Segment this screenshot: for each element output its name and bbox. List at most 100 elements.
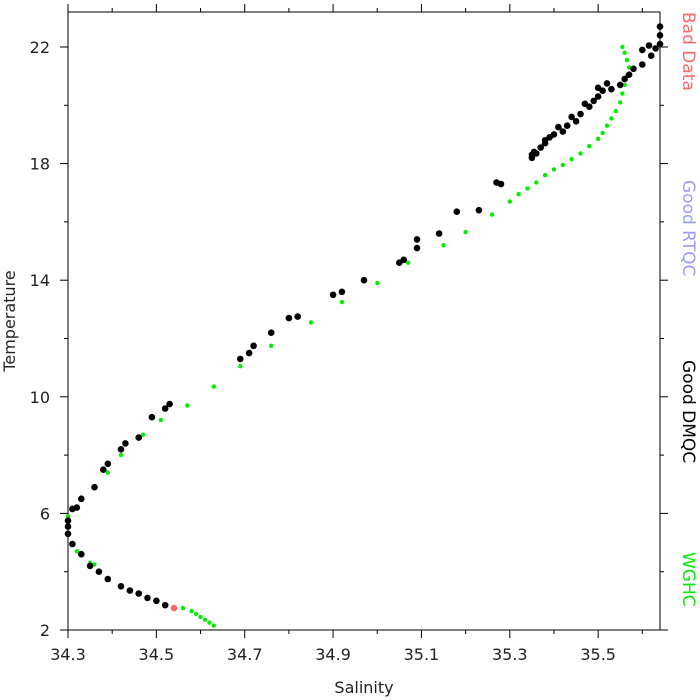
x-axis-title: Salinity xyxy=(334,678,393,697)
good-dmqc-point xyxy=(621,75,628,83)
good-dmqc-point xyxy=(577,110,584,118)
good-dmqc-point xyxy=(590,97,597,105)
wghc-point xyxy=(551,167,557,172)
wghc-point xyxy=(620,91,625,96)
data-points xyxy=(64,23,664,628)
good-dmqc-point xyxy=(78,550,85,558)
good-dmqc-point xyxy=(656,40,664,48)
good-dmqc-point xyxy=(652,45,659,52)
wghc-point xyxy=(441,243,446,248)
wghc-point xyxy=(600,130,605,136)
wghc-point xyxy=(624,57,630,63)
good-dmqc-point xyxy=(630,65,637,73)
good-dmqc-point xyxy=(537,144,544,151)
x-tick-label: 34.9 xyxy=(315,645,351,664)
wghc-point xyxy=(463,229,468,235)
good-dmqc-point xyxy=(153,597,160,605)
good-dmqc-point xyxy=(572,118,580,125)
legend-label-wghc: WGHC xyxy=(678,552,698,607)
wghc-point xyxy=(534,180,539,185)
wghc-point xyxy=(609,116,614,121)
wghc-point xyxy=(211,623,216,628)
wghc-point xyxy=(560,162,565,168)
x-tick-label: 34.7 xyxy=(227,645,263,664)
wghc-point xyxy=(489,212,495,217)
good-dmqc-point xyxy=(594,84,602,92)
wghc-point xyxy=(569,157,574,162)
y-tick-label: 22 xyxy=(30,38,50,57)
good-dmqc-point xyxy=(91,483,98,491)
good-dmqc-point xyxy=(568,113,575,121)
y-tick-label: 2 xyxy=(40,621,50,640)
good-dmqc-point xyxy=(625,71,633,78)
x-tick-label: 35.1 xyxy=(404,645,440,664)
wghc-point xyxy=(74,549,80,554)
wghc-point xyxy=(507,199,512,204)
good-dmqc-point xyxy=(104,575,112,583)
legend-label-good-dmqc: Good DMQC xyxy=(678,360,698,463)
legend-label-good-rtqc: Good RTQC xyxy=(678,180,698,276)
wghc-point xyxy=(620,44,625,50)
good-dmqc-point xyxy=(435,230,443,237)
good-dmqc-point xyxy=(285,314,293,322)
wghc-point xyxy=(238,364,243,369)
wghc-point xyxy=(308,320,314,325)
wghc-point xyxy=(626,65,632,70)
good-dmqc-point xyxy=(73,504,81,511)
good-dmqc-point xyxy=(608,85,615,93)
wghc-point xyxy=(587,143,592,149)
legend-label-bad-data: Bad Data xyxy=(678,12,698,91)
good-dmqc-point xyxy=(161,601,169,609)
y-tick-label: 14 xyxy=(30,271,50,290)
good-dmqc-point xyxy=(117,446,125,453)
good-dmqc-point xyxy=(135,434,142,441)
good-dmqc-point xyxy=(64,517,72,524)
good-dmqc-point xyxy=(563,122,571,129)
wghc-point xyxy=(516,192,521,197)
good-dmqc-point xyxy=(616,81,624,89)
good-dmqc-point xyxy=(245,349,253,357)
wghc-point xyxy=(185,403,190,408)
wghc-point xyxy=(140,432,146,437)
legend: Bad Data Good RTQC Good DMQC WGHC xyxy=(678,12,698,607)
wghc-point xyxy=(92,562,97,567)
good-dmqc-point xyxy=(117,583,125,590)
wghc-point xyxy=(105,470,111,475)
x-tick-label: 34.5 xyxy=(139,645,175,664)
axis-ticks xyxy=(60,4,668,638)
wghc-point xyxy=(202,617,208,622)
good-dmqc-point xyxy=(329,291,337,299)
good-dmqc-point xyxy=(338,288,346,296)
good-dmqc-point xyxy=(413,244,421,252)
wghc-point xyxy=(375,280,380,286)
wghc-point xyxy=(618,100,623,105)
y-axis-title: Temperature xyxy=(0,270,19,372)
y-tick-label: 10 xyxy=(30,388,50,407)
good-dmqc-point xyxy=(453,208,461,215)
good-dmqc-point xyxy=(400,256,408,264)
good-dmqc-point xyxy=(550,131,558,138)
good-dmqc-point xyxy=(95,568,103,575)
good-dmqc-point xyxy=(148,413,156,421)
wghc-point xyxy=(542,173,548,178)
good-dmqc-point xyxy=(497,180,505,188)
good-dmqc-point xyxy=(581,100,589,108)
wghc-point xyxy=(406,260,411,265)
wghc-point xyxy=(193,611,199,617)
good-dmqc-point xyxy=(100,466,107,474)
x-tick-label: 34.3 xyxy=(50,645,86,664)
good-dmqc-point xyxy=(603,80,611,87)
good-dmqc-point xyxy=(250,342,257,350)
wghc-point xyxy=(613,108,618,114)
good-dmqc-point xyxy=(78,495,85,503)
x-tick-label: 35.5 xyxy=(580,645,616,664)
good-dmqc-point xyxy=(541,137,549,144)
wghc-point xyxy=(158,417,163,423)
good-dmqc-point xyxy=(475,206,483,214)
x-tick-label: 35.3 xyxy=(492,645,528,664)
good-dmqc-point xyxy=(413,236,421,243)
good-dmqc-point xyxy=(645,42,653,49)
wghc-point xyxy=(525,186,530,191)
good-dmqc-point xyxy=(360,276,368,284)
